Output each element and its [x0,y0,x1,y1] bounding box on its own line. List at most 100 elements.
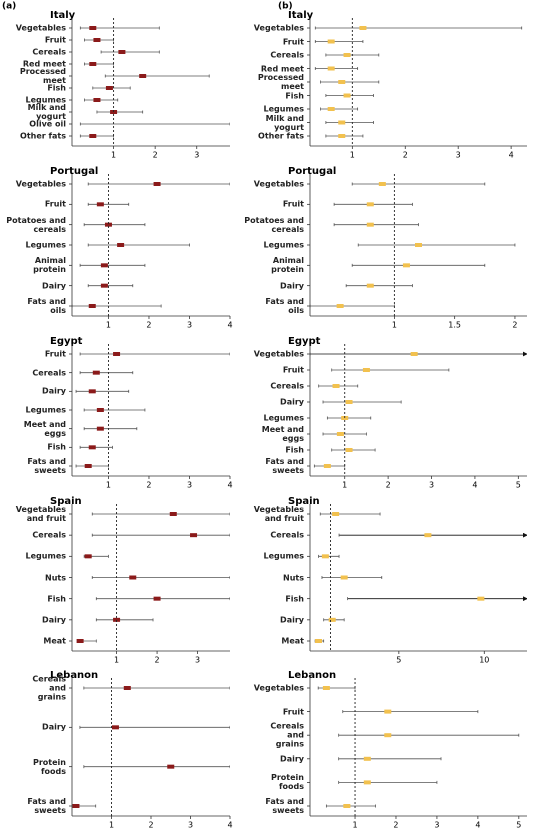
category-label: Cereals and grains [270,721,304,749]
category-label: Fish [285,445,304,455]
point-estimate [113,352,121,356]
category-label: Dairy [280,754,304,764]
category-label: Fruit [282,199,304,209]
point-estimate [169,512,177,516]
category-label: Processed meet [257,73,304,91]
category-label: Fish [285,91,304,100]
category-label: Cereals [32,530,66,540]
category-label: Cereals [270,50,304,60]
plot [72,182,230,308]
point-estimate [366,283,374,288]
category-label: Legumes [25,405,66,415]
x-tick-label: 10 [479,656,489,665]
point-estimate [93,38,101,42]
category-label: Fruit [44,349,66,359]
panel-title: Egypt [288,336,321,347]
plot [314,26,523,138]
x-tick-label: 4 [475,821,480,830]
category-label: Fats and oils [265,297,304,315]
point-estimate [477,596,485,601]
point-estimate [84,464,92,468]
category-label: Legumes [25,551,66,561]
category-label: Cereals [32,368,66,378]
point-estimate [366,202,374,207]
point-estimate [424,533,432,538]
point-estimate [113,617,121,622]
category-label: Fish [47,83,66,93]
category-label: Fats and sweets [27,457,66,475]
category-label: Dairy [280,397,304,407]
category-label: Vegetables and fruit [15,505,66,523]
plot [317,686,520,808]
point-estimate [100,283,108,288]
point-estimate [336,432,344,436]
point-estimate [111,725,119,730]
category-label: Legumes [263,413,304,423]
point-estimate [343,93,351,98]
x-tick-label: 2 [393,821,398,830]
x-tick-label: 4 [227,481,232,490]
category-label: Meat [281,636,304,646]
point-estimate [117,243,125,247]
category-label: Fish [47,442,66,452]
point-estimate [89,62,97,66]
category-label: Fruit [44,35,66,45]
x-tick-label: 3 [187,321,192,330]
plot [310,182,516,308]
category-label: Nuts [283,573,304,582]
point-estimate [88,445,96,450]
panel-title: Spain [288,496,320,507]
category-label: Vegetables and fruit [253,505,304,523]
category-label: Cereals and grains [32,674,66,702]
category-label: Other fats [20,131,66,141]
x-tick-label: 2 [403,151,408,160]
x-tick-label: 3 [429,481,434,490]
category-label: Legumes [263,240,304,250]
point-estimate [315,639,323,643]
panel-label: (a) [2,2,16,12]
x-tick-label: 2 [512,321,517,330]
category-label: Dairy [42,615,66,625]
category-label: Meat [43,636,66,646]
point-estimate [359,26,367,30]
x-tick-label: 2 [386,481,391,490]
category-label: Animal protein [271,256,304,275]
x-tick-label: 1 [392,321,397,330]
plot [76,512,230,643]
point-estimate [129,575,137,580]
point-estimate [93,98,101,102]
point-estimate [384,733,392,738]
category-label: Fats and sweets [27,797,66,815]
x-tick-label: 1.5 [448,321,461,330]
x-tick-label: 2 [153,151,158,160]
category-label: Red meet [260,64,304,73]
category-label: Fruit [282,365,304,375]
category-label: Meet and eggs [23,419,66,438]
category-label: Fish [285,594,304,604]
category-label: Fats and sweets [265,797,304,815]
category-label: Dairy [42,722,66,732]
x-tick-label: 1 [106,321,111,330]
point-estimate [363,780,371,785]
x-tick-label: 3 [187,481,192,490]
x-tick-label: 1 [111,151,116,160]
category-label: Dairy [280,615,304,625]
x-tick-label: 4 [509,151,514,160]
category-label: Dairy [42,281,66,291]
point-estimate [338,134,346,138]
point-estimate [343,804,351,808]
panel-title: Egypt [50,336,83,347]
point-estimate [332,384,340,388]
category-label: Fruit [282,707,304,717]
point-estimate [321,554,329,559]
category-label: Fruit [44,199,66,209]
category-label: Legumes [25,95,66,105]
point-estimate [415,243,422,247]
point-estimate [96,202,104,207]
point-estimate [153,596,161,601]
point-estimate [118,50,126,54]
point-estimate [96,408,104,412]
plot [310,351,527,468]
point-estimate [345,448,353,452]
